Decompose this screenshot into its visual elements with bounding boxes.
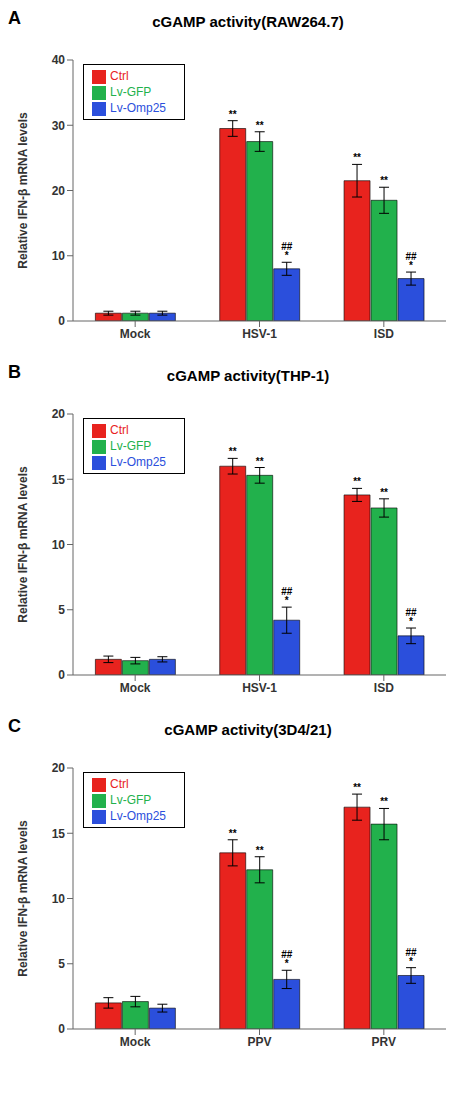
svg-text:Relative IFN-β mRNA levels: Relative IFN-β mRNA levels <box>16 112 30 269</box>
svg-text:30: 30 <box>52 119 66 133</box>
html-text:cGAMP activity(RAW264.7): cGAMP activity(RAW264.7) <box>152 13 344 30</box>
svg-text:*: * <box>409 616 413 627</box>
svg-text:0: 0 <box>58 668 65 682</box>
html-text:cGAMP activity(THP-1): cGAMP activity(THP-1) <box>166 367 330 384</box>
svg-text:**: ** <box>256 845 264 856</box>
svg-text:15: 15 <box>52 827 66 841</box>
svg-text:**: ** <box>380 796 388 807</box>
svg-text:20: 20 <box>52 184 66 198</box>
svg-text:20: 20 <box>52 407 66 421</box>
svg-text:*: * <box>409 260 413 271</box>
svg-text:10: 10 <box>52 892 66 906</box>
html-text:Lv-GFP: Lv-GFP <box>110 439 152 453</box>
svg-text:Mock: Mock <box>120 1035 151 1049</box>
html-text:Lv-GFP: Lv-GFP <box>110 85 152 99</box>
html-text:Ctrl: Ctrl <box>110 69 129 83</box>
svg-text:40: 40 <box>52 53 66 67</box>
svg-text:15: 15 <box>52 473 66 487</box>
svg-text:**: ** <box>229 828 237 839</box>
html-text:C: C <box>8 716 21 736</box>
svg-text:HSV-1: HSV-1 <box>242 681 277 695</box>
svg-text:**: ** <box>256 456 264 467</box>
svg-text:**: ** <box>353 782 361 793</box>
html-text:Lv-Omp25: Lv-Omp25 <box>110 455 166 469</box>
svg-text:**: ** <box>353 152 361 163</box>
svg-text:**: ** <box>353 476 361 487</box>
svg-text:HSV-1: HSV-1 <box>242 327 277 341</box>
html-text:Lv-Omp25: Lv-Omp25 <box>110 101 166 115</box>
svg-text:*: * <box>285 595 289 606</box>
html-text:A: A <box>8 8 21 28</box>
html-text:Lv-GFP: Lv-GFP <box>110 793 152 807</box>
svg-text:PPV: PPV <box>247 1035 271 1049</box>
svg-text:*: * <box>285 250 289 261</box>
svg-text:5: 5 <box>58 603 65 617</box>
svg-text:Relative IFN-β mRNA levels: Relative IFN-β mRNA levels <box>16 466 30 623</box>
svg-text:10: 10 <box>52 538 66 552</box>
svg-text:0: 0 <box>58 314 65 328</box>
svg-text:10: 10 <box>52 249 66 263</box>
svg-text:**: ** <box>229 446 237 457</box>
svg-text:**: ** <box>256 120 264 131</box>
html-text:cGAMP activity(3D4/21): cGAMP activity(3D4/21) <box>164 721 332 738</box>
html-text:Ctrl: Ctrl <box>110 423 129 437</box>
svg-text:PRV: PRV <box>372 1035 396 1049</box>
svg-text:20: 20 <box>52 761 66 775</box>
svg-text:Mock: Mock <box>120 327 151 341</box>
svg-text:**: ** <box>229 109 237 120</box>
html-text:B: B <box>8 362 21 382</box>
html-text:Lv-Omp25: Lv-Omp25 <box>110 809 166 823</box>
html-text:Ctrl: Ctrl <box>110 777 129 791</box>
svg-text:Relative IFN-β mRNA levels: Relative IFN-β mRNA levels <box>16 820 30 977</box>
svg-text:**: ** <box>380 487 388 498</box>
svg-text:5: 5 <box>58 957 65 971</box>
svg-text:ISD: ISD <box>374 327 394 341</box>
svg-text:ISD: ISD <box>374 681 394 695</box>
svg-text:**: ** <box>380 175 388 186</box>
svg-text:*: * <box>409 956 413 967</box>
svg-text:0: 0 <box>58 1022 65 1036</box>
svg-text:*: * <box>285 958 289 969</box>
svg-text:Mock: Mock <box>120 681 151 695</box>
